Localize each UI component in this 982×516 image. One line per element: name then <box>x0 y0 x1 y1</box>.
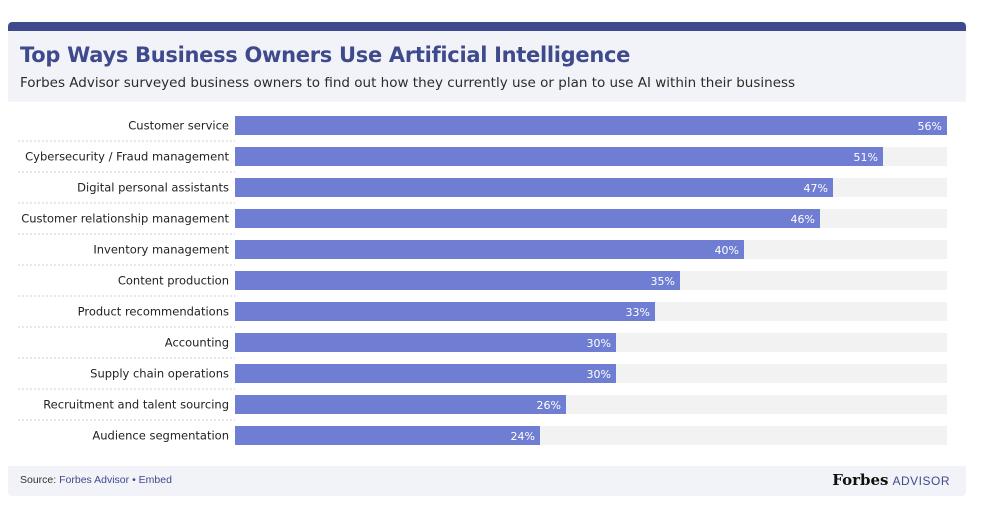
bar <box>235 426 540 445</box>
value-label: 24% <box>511 430 535 443</box>
category-label: Digital personal assistants <box>77 181 229 195</box>
source-line: Source: Forbes Advisor • Embed <box>20 474 172 486</box>
bar <box>235 364 616 383</box>
bar <box>235 116 947 135</box>
value-label: 51% <box>854 151 878 164</box>
category-label: Content production <box>118 274 229 288</box>
category-label: Recruitment and talent sourcing <box>43 398 229 412</box>
category-label: Customer service <box>128 119 229 133</box>
category-label: Audience segmentation <box>92 429 229 443</box>
value-label: 46% <box>791 213 815 226</box>
bar <box>235 240 744 259</box>
value-label: 33% <box>626 306 650 319</box>
bar <box>235 178 833 197</box>
source-link[interactable]: Forbes Advisor <box>59 474 130 486</box>
embed-link[interactable]: Embed <box>138 474 172 486</box>
value-label: 47% <box>804 182 828 195</box>
source-separator: • <box>132 474 136 486</box>
accent-bar <box>8 22 966 31</box>
chart-header: Top Ways Business Owners Use Artificial … <box>8 31 966 101</box>
value-label: 40% <box>715 244 739 257</box>
forbes-advisor-logo[interactable]: Forbes ADVISOR <box>832 471 950 490</box>
bar <box>235 302 655 321</box>
chart-title: Top Ways Business Owners Use Artificial … <box>20 43 631 67</box>
logo-advisor: ADVISOR <box>892 474 950 488</box>
category-label: Accounting <box>165 336 229 350</box>
value-label: 30% <box>587 337 611 350</box>
category-label: Inventory management <box>93 243 229 257</box>
chart-footer: Source: Forbes Advisor • Embed Forbes ADV… <box>8 466 966 496</box>
source-label: Source: <box>20 474 57 486</box>
category-label: Cybersecurity / Fraud management <box>25 150 229 164</box>
chart-card: Top Ways Business Owners Use Artificial … <box>8 22 966 496</box>
category-label: Customer relationship management <box>21 212 229 226</box>
bar-chart: Customer service 56% Cybersecurity / Fraud… <box>18 116 947 445</box>
bar <box>235 147 883 166</box>
chart-subtitle: Forbes Advisor surveyed business owners … <box>20 75 796 91</box>
category-label: Product recommendations <box>78 305 229 319</box>
plot-area: Customer service 56% Cybersecurity / Fraud… <box>8 102 966 466</box>
category-label: Supply chain operations <box>90 367 229 381</box>
bar <box>235 333 616 352</box>
value-label: 30% <box>587 368 611 381</box>
bar <box>235 271 680 290</box>
value-label: 35% <box>651 275 675 288</box>
logo-forbes: Forbes <box>832 471 889 489</box>
value-label: 56% <box>918 120 942 133</box>
bar <box>235 395 566 414</box>
bar <box>235 209 820 228</box>
value-label: 26% <box>537 399 561 412</box>
